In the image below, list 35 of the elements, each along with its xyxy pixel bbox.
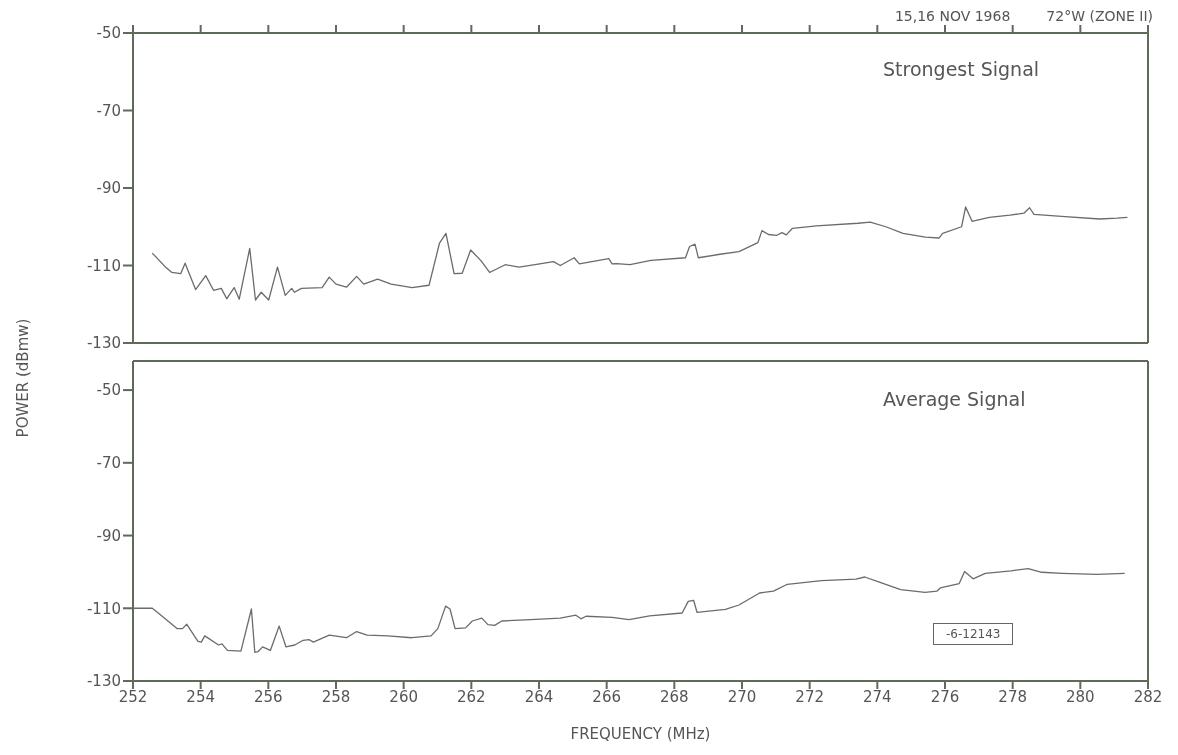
- x-tick-label: 258: [321, 687, 351, 706]
- line-series: [151, 206, 1129, 301]
- x-tick-label: 254: [186, 687, 215, 706]
- y-tick-label: -110: [86, 256, 121, 275]
- text: 15,16 NOV 1968: [894, 8, 1011, 24]
- x-tick-label: 264: [524, 687, 554, 706]
- y-tick-label: -70: [96, 101, 121, 120]
- x-tick-label: 272: [795, 687, 824, 706]
- x-tick-label: 266: [592, 687, 621, 706]
- x-tick-label: 282: [1133, 687, 1163, 706]
- x-axis-title: FREQUENCY (MHz): [570, 725, 711, 743]
- x-tick-label: 276: [930, 687, 960, 706]
- y-tick-label: -110: [86, 599, 121, 618]
- y-tick-label: -50: [96, 381, 121, 400]
- y-tick-label: -90: [96, 526, 121, 545]
- y-tick-label: -130: [86, 334, 121, 353]
- y-axis-title: POWER (dBmw): [14, 318, 32, 438]
- x-tick-label: 262: [457, 687, 486, 706]
- x-tick-label: 256: [254, 687, 283, 706]
- x-tick-label: 278: [998, 687, 1027, 706]
- text: Strongest Signal: [883, 58, 1040, 80]
- x-tick-label: 260: [389, 687, 418, 706]
- x-tick-label: 268: [660, 687, 689, 706]
- text: 72°W (ZONE II): [1046, 8, 1153, 24]
- text: Average Signal: [883, 388, 1026, 410]
- y-tick-label: -50: [96, 24, 121, 43]
- y-tick-label: -90: [96, 179, 121, 198]
- x-tick-label: 274: [863, 687, 892, 706]
- x-tick-label: 270: [727, 687, 757, 706]
- y-tick-label: -130: [86, 672, 121, 691]
- line-series: [133, 567, 1126, 653]
- x-tick-label: 280: [1066, 687, 1095, 706]
- annotation: -6-12143: [933, 623, 1014, 645]
- x-tick-label: 252: [118, 687, 148, 706]
- y-tick-label: -70: [96, 454, 121, 473]
